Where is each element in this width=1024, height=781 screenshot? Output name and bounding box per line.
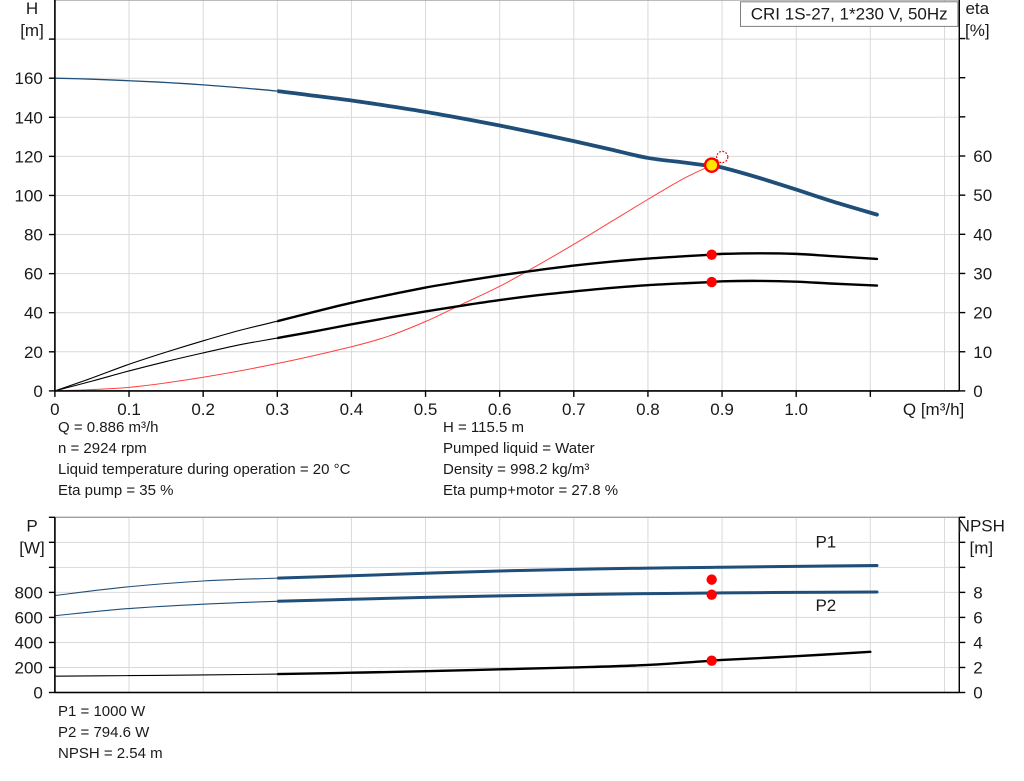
svg-text:200: 200 — [15, 658, 43, 677]
svg-text:60: 60 — [973, 147, 992, 166]
svg-text:1.0: 1.0 — [784, 400, 808, 419]
svg-text:0.9: 0.9 — [710, 400, 734, 419]
svg-text:CRI 1S-27, 1*230 V, 50Hz: CRI 1S-27, 1*230 V, 50Hz — [751, 5, 948, 24]
svg-text:50: 50 — [973, 186, 992, 205]
svg-text:20: 20 — [973, 304, 992, 323]
svg-text:100: 100 — [15, 186, 43, 205]
svg-text:P1: P1 — [815, 532, 836, 551]
svg-text:0.5: 0.5 — [414, 400, 438, 419]
svg-text:H: H — [26, 0, 38, 18]
svg-text:4: 4 — [973, 633, 982, 652]
svg-text:eta: eta — [965, 0, 989, 18]
svg-text:0: 0 — [973, 684, 982, 703]
svg-text:P2: P2 — [815, 596, 836, 615]
svg-text:600: 600 — [15, 608, 43, 627]
svg-text:[%]: [%] — [965, 21, 990, 40]
svg-text:2: 2 — [973, 658, 982, 677]
svg-text:P: P — [26, 516, 37, 535]
svg-text:NPSH: NPSH — [958, 516, 1005, 535]
svg-text:40: 40 — [24, 304, 43, 323]
svg-text:140: 140 — [15, 108, 43, 127]
svg-text:20: 20 — [24, 343, 43, 362]
svg-text:160: 160 — [15, 69, 43, 88]
svg-text:[m]: [m] — [20, 21, 44, 40]
svg-text:30: 30 — [973, 264, 992, 283]
svg-text:0.8: 0.8 — [636, 400, 660, 419]
svg-text:0: 0 — [33, 684, 42, 703]
svg-text:400: 400 — [15, 633, 43, 652]
svg-text:0: 0 — [973, 382, 982, 401]
svg-text:120: 120 — [15, 147, 43, 166]
svg-text:40: 40 — [973, 225, 992, 244]
svg-text:[m]: [m] — [969, 538, 993, 557]
svg-text:60: 60 — [24, 265, 43, 284]
svg-text:10: 10 — [973, 343, 992, 362]
svg-text:800: 800 — [15, 583, 43, 602]
svg-text:[W]: [W] — [19, 538, 45, 557]
svg-text:8: 8 — [973, 583, 982, 602]
svg-text:80: 80 — [24, 226, 43, 245]
svg-text:Q [m³/h]: Q [m³/h] — [903, 400, 964, 419]
svg-text:6: 6 — [973, 608, 982, 627]
svg-text:0: 0 — [33, 382, 42, 401]
